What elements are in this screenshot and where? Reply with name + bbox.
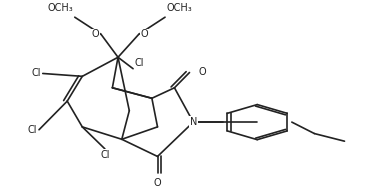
Text: O: O (141, 29, 148, 39)
Text: OCH₃: OCH₃ (167, 3, 193, 13)
Text: O: O (199, 67, 207, 77)
Text: O: O (154, 178, 161, 188)
Text: OCH₃: OCH₃ (47, 3, 73, 13)
Text: Cl: Cl (31, 68, 41, 78)
Text: O: O (92, 29, 99, 39)
Text: O: O (154, 178, 161, 188)
Text: OCH₃: OCH₃ (47, 3, 73, 13)
Text: Cl: Cl (135, 58, 144, 68)
Text: OCH₃: OCH₃ (167, 3, 193, 13)
Text: O: O (92, 29, 99, 39)
Text: Cl: Cl (31, 68, 41, 78)
Text: O: O (199, 67, 207, 77)
Text: N: N (190, 117, 197, 127)
Text: Cl: Cl (28, 125, 37, 135)
Text: N: N (190, 117, 197, 127)
Text: Cl: Cl (28, 125, 37, 135)
Text: Cl: Cl (135, 58, 144, 68)
Text: Cl: Cl (100, 150, 110, 160)
Text: O: O (141, 29, 148, 39)
Text: Cl: Cl (100, 150, 110, 160)
